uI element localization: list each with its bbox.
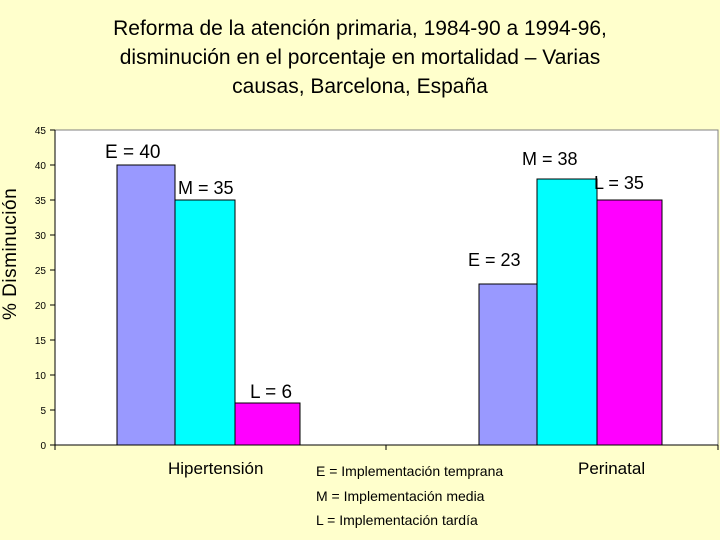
- legend-note-mid: M = Implementación media: [316, 488, 485, 504]
- data-label-L-hipertension: L = 6: [250, 382, 292, 403]
- y-tick-label: 20: [35, 301, 47, 312]
- y-tick-label: 40: [35, 161, 47, 172]
- title-line-2: disminución en el porcentaje en mortalid…: [119, 46, 601, 69]
- bar-E-hipertension: [116, 164, 176, 446]
- legend-note-early: E = Implementación temprana: [316, 463, 504, 479]
- y-tick-label: 5: [40, 406, 46, 417]
- bar-L-perinatal: [596, 199, 663, 446]
- bar-E-perinatal: [478, 283, 538, 446]
- bar-M-hipertension: [174, 199, 236, 446]
- y-tick-label: 30: [35, 231, 47, 242]
- title-line-1: Reforma de la atención primaria, 1984-90…: [113, 17, 607, 40]
- legend-note-late: L = Implementación tardía: [316, 512, 478, 528]
- data-label-E-hipertension: E = 40: [105, 142, 160, 163]
- category-label-perinatal: Perinatal: [578, 459, 646, 478]
- y-tick-label: 15: [35, 336, 47, 347]
- bar-M-perinatal: [536, 178, 598, 446]
- data-label-E-perinatal: E = 23: [468, 250, 521, 270]
- title-line-3: causas, Barcelona, España: [232, 75, 488, 98]
- y-tick-label: 45: [35, 126, 47, 137]
- data-label-M-hipertension: M = 35: [178, 178, 234, 198]
- bar-L-hipertension: [234, 402, 301, 446]
- y-tick-label: 25: [35, 266, 47, 277]
- chart-title: Reforma de la atención primaria, 1984-90…: [30, 14, 690, 101]
- y-tick-label: 10: [35, 371, 47, 382]
- data-label-M-perinatal: M = 38: [522, 149, 578, 169]
- category-label-hipertension: Hipertensión: [168, 459, 264, 478]
- y-tick-label: 35: [35, 196, 47, 207]
- y-tick-label: 0: [40, 441, 46, 452]
- data-label-L-perinatal: L = 35: [594, 173, 644, 193]
